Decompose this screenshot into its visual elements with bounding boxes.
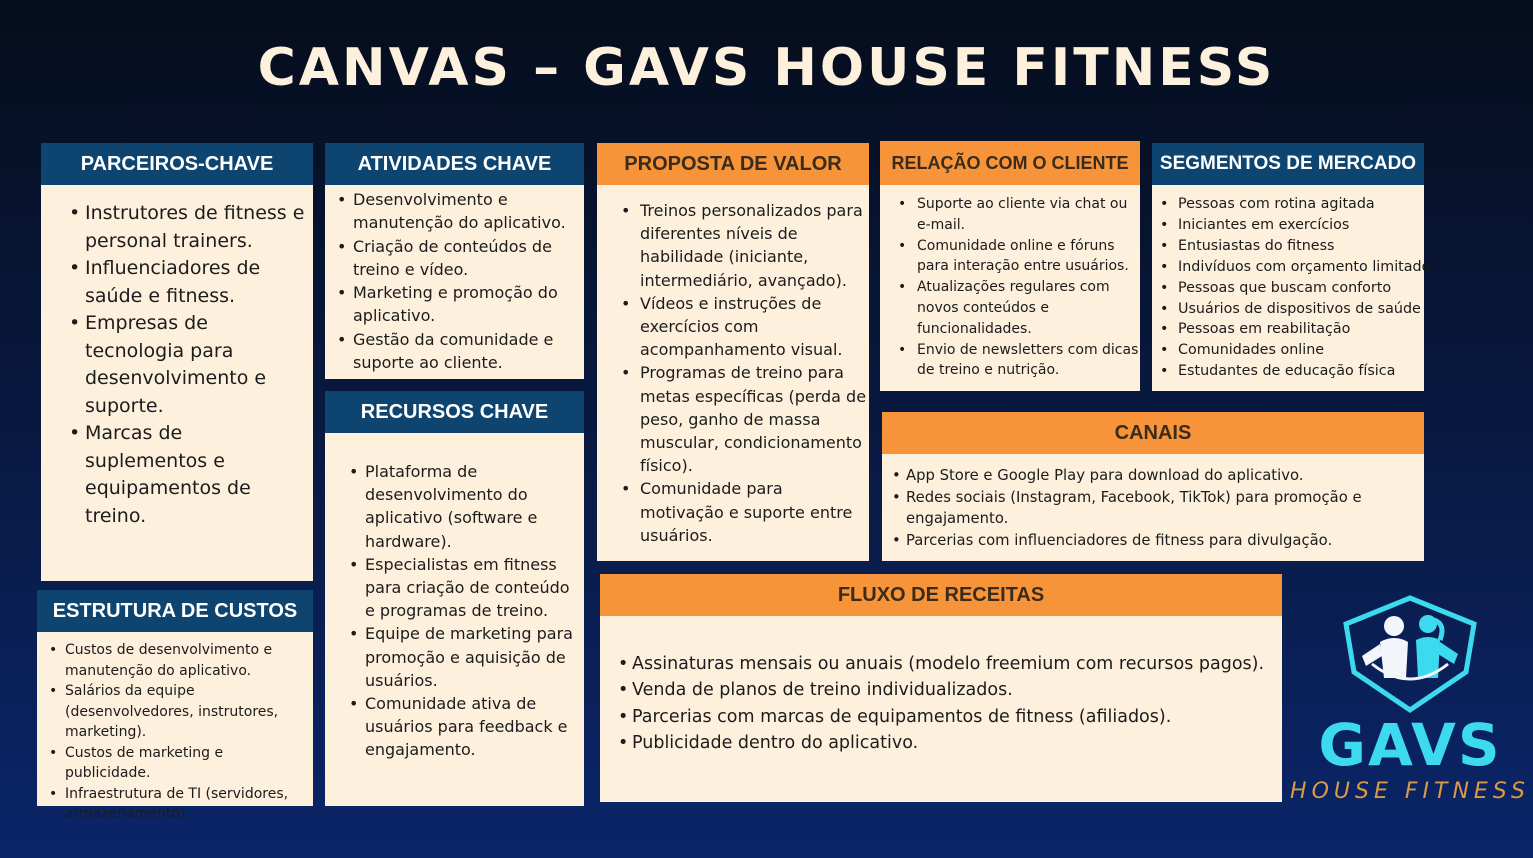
card-header: FLUXO DE RECEITAS: [600, 574, 1282, 616]
list-item: Pessoas que buscam conforto: [1156, 278, 1424, 299]
list-item: Indivíduos com orçamento limitado: [1156, 257, 1430, 278]
list-item: Infraestrutura de TI (servidores, armaze…: [45, 784, 311, 825]
card-canais: CANAIS App Store e Google Play para down…: [882, 412, 1424, 561]
list-item: Marketing e promoção do aplicativo.: [333, 281, 581, 328]
list-item: Comunidade online e fóruns para interaçã…: [894, 236, 1140, 278]
list-item: Pessoas em reabilitação: [1156, 319, 1424, 340]
list-item: Salários da equipe (desenvolvedores, ins…: [45, 681, 311, 743]
list-item: App Store e Google Play para download do…: [888, 465, 1418, 487]
list-item: Custos de desenvolvimento e manutenção d…: [45, 640, 311, 681]
card-segmentos-de-mercado: SEGMENTOS DE MERCADO Pessoas com rotina …: [1152, 143, 1430, 391]
item-list: Instrutores de fitness e personal traine…: [65, 200, 305, 530]
item-list: Custos de desenvolvimento e manutenção d…: [45, 640, 311, 825]
list-item: Especialistas em fitness para criação de…: [345, 553, 581, 623]
gavs-logo: GAVS HOUSE FITNESS: [1290, 594, 1530, 814]
item-list: Plataforma de desenvolvimento do aplicat…: [345, 460, 581, 762]
list-item: Parcerias com marcas de equipamentos de …: [614, 704, 1278, 731]
list-item: Desenvolvimento e manutenção do aplicati…: [333, 188, 581, 235]
list-item: Empresas de tecnologia para desenvolvime…: [65, 310, 305, 420]
list-item: Estudantes de educação física: [1156, 361, 1424, 382]
card-header: SEGMENTOS DE MERCADO: [1152, 143, 1424, 185]
card-recursos-chave: RECURSOS CHAVE Plataforma de desenvolvim…: [325, 391, 584, 806]
list-item: Comunidades online: [1156, 340, 1424, 361]
list-item: Redes sociais (Instagram, Facebook, TikT…: [888, 487, 1418, 530]
list-item: Comunidade para motivação e suporte entr…: [617, 477, 867, 547]
list-item: Usuários de dispositivos de saúde: [1156, 299, 1424, 320]
item-list: Treinos personalizados para diferentes n…: [617, 199, 867, 547]
list-item: Marcas de suplementos e equipamentos de …: [65, 420, 305, 530]
shield-icon: [1343, 595, 1477, 714]
item-list: Desenvolvimento e manutenção do aplicati…: [333, 188, 581, 374]
item-list: App Store e Google Play para download do…: [888, 465, 1418, 551]
logo-subtitle: HOUSE FITNESS: [1290, 779, 1530, 804]
list-item: Entusiastas do fitness: [1156, 236, 1424, 257]
card-header: PARCEIROS-CHAVE: [41, 143, 313, 185]
list-item: Custos de marketing e publicidade.: [45, 743, 311, 784]
card-relacao-com-o-cliente: RELAÇÃO COM O CLIENTE Suporte ao cliente…: [880, 141, 1140, 391]
list-item: Suporte ao cliente via chat ou e-mail.: [894, 194, 1140, 236]
list-item: Gestão da comunidade e suporte ao client…: [333, 328, 581, 375]
list-item: Vídeos e instruções de exercícios com ac…: [617, 292, 867, 362]
card-header: CANAIS: [882, 412, 1424, 454]
list-item: Envio de newsletters com dicas de treino…: [894, 340, 1140, 382]
card-header: ESTRUTURA DE CUSTOS: [37, 590, 313, 632]
list-item: Venda de planos de treino individualizad…: [614, 677, 1278, 704]
list-item: Plataforma de desenvolvimento do aplicat…: [345, 460, 581, 553]
card-atividades-chave: ATIVIDADES CHAVE Desenvolvimento e manut…: [325, 143, 584, 379]
list-item: Parcerias com influenciadores de fitness…: [888, 530, 1418, 552]
card-header: RELAÇÃO COM O CLIENTE: [880, 141, 1140, 185]
card-header: PROPOSTA DE VALOR: [597, 143, 869, 185]
list-item: Pessoas com rotina agitada: [1156, 194, 1424, 215]
logo-wordmark: GAVS: [1318, 711, 1502, 779]
item-list: Assinaturas mensais ou anuais (modelo fr…: [614, 651, 1278, 756]
card-header: ATIVIDADES CHAVE: [325, 143, 584, 185]
list-item: Programas de treino para metas específic…: [617, 361, 867, 477]
list-item: Publicidade dentro do aplicativo.: [614, 730, 1278, 757]
list-item: Influenciadores de saúde e fitness.: [65, 255, 305, 310]
item-list: Suporte ao cliente via chat ou e-mail.Co…: [894, 194, 1140, 381]
card-fluxo-de-receitas: FLUXO DE RECEITAS Assinaturas mensais ou…: [600, 574, 1282, 802]
list-item: Assinaturas mensais ou anuais (modelo fr…: [614, 651, 1278, 678]
card-proposta-de-valor: PROPOSTA DE VALOR Treinos personalizados…: [597, 143, 869, 561]
list-item: Criação de conteúdos de treino e vídeo.: [333, 235, 581, 282]
card-estrutura-de-custos: ESTRUTURA DE CUSTOS Custos de desenvolvi…: [37, 590, 313, 822]
list-item: Instrutores de fitness e personal traine…: [65, 200, 305, 255]
list-item: Treinos personalizados para diferentes n…: [617, 199, 867, 292]
item-list: Pessoas com rotina agitadaIniciantes em …: [1156, 194, 1430, 382]
list-item: Iniciantes em exercícios: [1156, 215, 1424, 236]
list-item: Atualizações regulares com novos conteúd…: [894, 277, 1140, 339]
list-item: Equipe de marketing para promoção e aqui…: [345, 622, 581, 692]
list-item: Comunidade ativa de usuários para feedba…: [345, 692, 581, 762]
card-parceiros-chave: PARCEIROS-CHAVE Instrutores de fitness e…: [41, 143, 313, 581]
page-title: CANVAS – GAVS HOUSE FITNESS: [257, 38, 1276, 98]
card-header: RECURSOS CHAVE: [325, 391, 584, 433]
